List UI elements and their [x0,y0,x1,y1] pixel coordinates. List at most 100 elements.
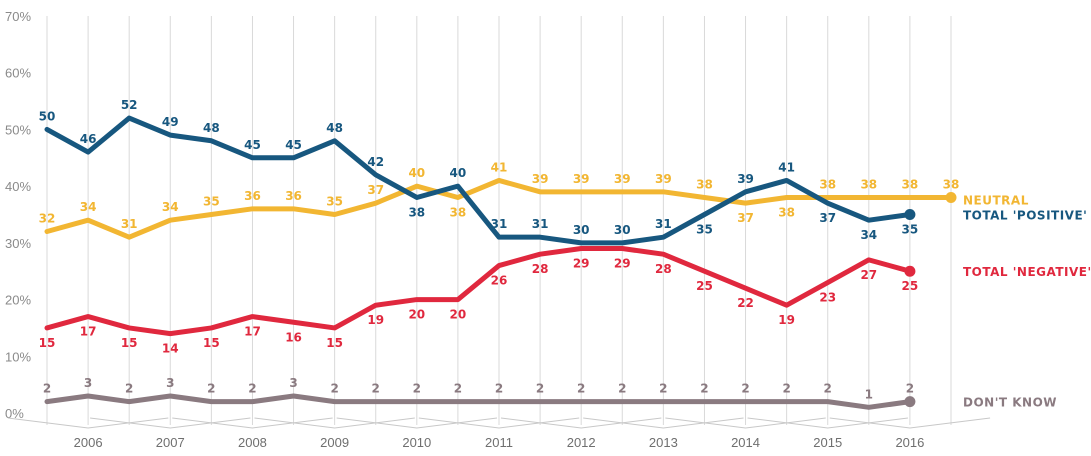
x-tick-label: 2007 [156,435,185,450]
data-label: 20 [450,308,467,322]
series-end-marker [904,396,916,408]
data-label: 34 [162,200,179,214]
data-label: 2 [330,382,338,396]
data-label: 38 [902,177,919,191]
data-label: 52 [121,98,138,112]
data-label: 38 [408,205,425,219]
x-tick-label: 2013 [649,435,678,450]
x-tick-label: 2009 [320,435,349,450]
x-tick-bracket [747,417,908,429]
data-label: 35 [696,223,713,237]
data-label: 23 [819,291,836,305]
data-label: 45 [285,138,302,152]
x-tick-label: 2014 [731,435,760,450]
data-label: 37 [367,183,384,197]
data-label: 22 [737,296,754,310]
x-tick-bracket [254,417,415,429]
data-label: 2 [125,382,133,396]
data-label: 19 [778,313,795,327]
data-label: 2 [207,382,215,396]
x-tick-bracket [583,417,744,429]
data-label: 39 [655,172,672,186]
data-label: 38 [778,205,795,219]
data-label: 3 [84,376,92,390]
data-label: 34 [80,200,97,214]
data-label: 41 [491,160,508,174]
data-label: 25 [902,279,919,293]
data-label: 25 [696,279,713,293]
data-label: 29 [573,257,590,271]
x-tick-label: 2006 [74,435,103,450]
data-label: 2 [536,382,544,396]
data-label: 31 [655,217,672,231]
data-label: 38 [860,177,877,191]
x-tick-bracket [500,417,662,429]
data-label: 39 [737,172,754,186]
data-label: 32 [39,212,56,226]
data-label: 29 [614,257,631,271]
data-label: 2 [700,382,708,396]
series-end-marker [945,191,957,203]
data-label: 38 [819,177,836,191]
y-axis: 0% 10% 20% 30% 40% 50% 60% 70% [5,9,31,421]
data-label: 15 [121,336,138,350]
data-label: 30 [614,223,631,237]
data-label: 45 [244,138,261,152]
data-label: 39 [532,172,549,186]
data-label: 38 [696,177,713,191]
series-name-label: DON'T KNOW [963,396,1057,410]
data-label: 37 [737,211,754,225]
data-label: 14 [162,342,179,356]
data-label: 34 [860,228,877,242]
data-label: 16 [285,330,302,344]
data-label: 2 [659,382,667,396]
series-end-marker [904,209,916,220]
data-label: 38 [943,177,960,191]
data-label: 2 [495,382,503,396]
data-label: 39 [573,172,590,186]
data-label: 2 [248,382,256,396]
data-label: 36 [285,189,302,203]
data-label: 2 [43,382,51,396]
series-end-labels: NEUTRAL TOTAL 'POSITIVE' TOTAL 'NEGATIVE' D… [963,193,1091,409]
series-name-label: NEUTRAL [963,193,1029,207]
data-label: 31 [532,217,549,231]
data-label: 31 [491,217,508,231]
series-name-label: TOTAL 'POSITIVE' [963,209,1087,223]
data-label: 2 [577,382,585,396]
data-label: 19 [367,313,384,327]
x-tick-label: 2011 [485,435,513,450]
data-label: 1 [865,387,873,401]
data-label: 40 [450,166,467,180]
data-label: 48 [203,121,220,135]
data-label: 2 [824,382,832,396]
series-end-marker [904,265,916,277]
data-label: 35 [902,223,919,237]
data-label: 27 [860,268,877,282]
grid [46,16,952,425]
y-tick-label: 10% [5,349,31,364]
data-label: 41 [778,160,795,174]
data-label: 49 [162,115,179,129]
data-label: 36 [244,189,261,203]
y-tick-label: 0% [5,406,24,421]
data-label: 15 [326,336,343,350]
x-tick-label: 2015 [813,435,842,450]
x-tick-bracket [7,417,169,429]
data-label: 38 [450,205,467,219]
x-tick-label: 2008 [238,435,267,450]
data-label: 2 [906,382,914,396]
x-tick-bracket [418,417,580,429]
x-tick-label: 2010 [402,435,431,450]
data-label: 35 [203,195,220,209]
y-tick-label: 60% [5,66,31,81]
data-label: 28 [655,262,672,276]
data-label: 2 [618,382,626,396]
series-line [44,246,913,337]
data-label: 2 [782,382,790,396]
data-label: 37 [819,211,836,225]
series-name-label: TOTAL 'NEGATIVE' [963,265,1091,279]
x-tick-bracket [665,417,826,429]
data-label: 50 [39,109,56,123]
